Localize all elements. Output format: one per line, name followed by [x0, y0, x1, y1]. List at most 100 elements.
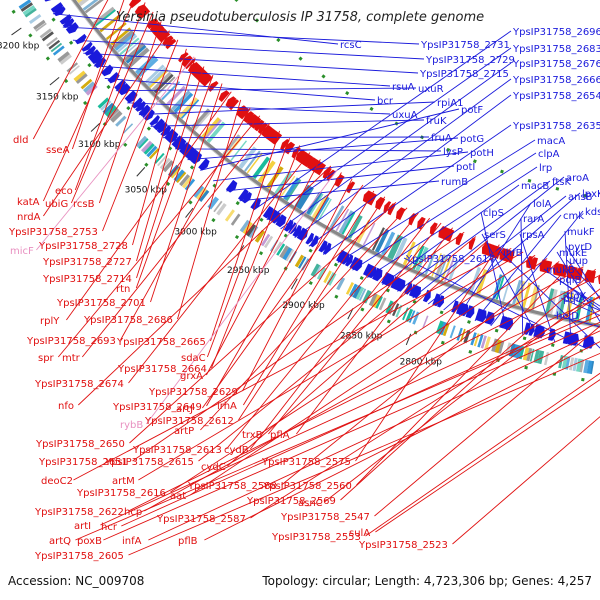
cog-block-outer: [405, 308, 414, 322]
forward-gene-arrow: [53, 6, 66, 17]
gene-label-lola: lolA: [533, 199, 552, 210]
gene-label-ypsip31758-2614: YpsIP31758_2614: [405, 254, 495, 265]
label-leader: [115, 87, 417, 92]
tick-mark: [185, 207, 194, 218]
reverse-gene-arrow: [184, 58, 196, 70]
tick-mark: [136, 167, 146, 177]
cog-block-inner: [495, 275, 505, 300]
cog-block-outer: [422, 315, 429, 329]
cog-block-inner: [238, 146, 257, 169]
forward-gene-arrow: [523, 322, 531, 335]
gene-label-trxb: trxB: [242, 430, 263, 441]
accession-text: Accession: NC_009708: [8, 574, 145, 588]
cog-block-inner: [347, 215, 363, 239]
label-leader: [146, 169, 338, 425]
reverse-gene-arrow: [257, 122, 268, 135]
gene-label-potf: potF: [461, 105, 483, 116]
cog-block-inner: [193, 110, 212, 131]
forward-gene-arrow: [44, 0, 52, 2]
label-leader: [556, 278, 600, 307]
gene-label-sdac: sdaC: [181, 353, 206, 364]
gene-label-rumb: rumB: [441, 177, 468, 188]
cog-block-outer: [484, 336, 491, 350]
tick-label: 2950 kbp: [227, 266, 270, 276]
label-leader: [412, 176, 565, 299]
gene-label-poxb: poxB: [77, 536, 102, 547]
cog-block-inner: [246, 152, 263, 174]
cog-block-outer: [285, 249, 295, 262]
label-leader: [560, 297, 600, 316]
cog-block-inner: [314, 196, 330, 220]
map-title: Yersinia pseudotuberculosis IP 31758, co…: [115, 10, 485, 25]
cog-block-outer: [138, 138, 149, 149]
label-leader: [500, 251, 600, 349]
cog-block-inner: [306, 191, 323, 215]
gene-label-rcsb: rcsB: [73, 199, 95, 210]
label-leader: [103, 321, 600, 541]
label-leader: [128, 274, 600, 512]
cog-block-inner: [119, 37, 140, 56]
gene-label-pfla: pflA: [270, 430, 290, 441]
cog-block-outer: [590, 361, 595, 375]
forward-gene-arrow: [395, 278, 406, 292]
cog-block-outer: [141, 140, 153, 153]
label-leader: [73, 248, 512, 481]
cog-block-outer: [29, 14, 42, 24]
cog-block-outer: [358, 288, 367, 301]
forward-gene-arrow: [292, 224, 302, 237]
label-leader: [227, 240, 488, 467]
tick-label: 3050 kbp: [125, 186, 168, 196]
reverse-gene-arrow: [250, 116, 262, 129]
label-leader: [324, 288, 600, 503]
gene-label-ypsip31758-2676: YpsIP31758_2676: [512, 59, 600, 70]
gene-label-bcr: bcr: [377, 96, 394, 107]
cog-block-outer: [184, 178, 196, 191]
reverse-gene-arrow: [455, 232, 464, 246]
reverse-gene-arrow: [152, 25, 165, 37]
gene-label-lrha: lrhA: [217, 401, 237, 412]
label-leader: [206, 172, 342, 407]
cog-block-inner: [173, 92, 194, 114]
cog-block-outer: [298, 256, 307, 269]
reverse-gene-arrow: [468, 237, 476, 250]
forward-gene-arrow: [288, 222, 298, 235]
cog-block-inner: [311, 195, 328, 219]
label-leader: [239, 180, 440, 202]
cog-block-outer: [224, 209, 235, 222]
cog-block-inner: [387, 234, 402, 259]
cog-block-outer: [73, 70, 87, 83]
tick-mark: [347, 308, 354, 320]
gene-label-ypsip31758-2696: YpsIP31758_2696: [512, 27, 600, 38]
tick-mark: [49, 76, 60, 86]
gene-label-nrda: nrdA: [17, 212, 41, 223]
cog-block-outer: [173, 169, 186, 183]
cog-block-inner: [93, 6, 115, 26]
gene-label-ypsip31758-2727: YpsIP31758_2727: [42, 257, 132, 268]
cog-block-outer: [498, 340, 505, 354]
tick-label: 3150 kbp: [36, 92, 79, 102]
label-leader: [138, 251, 524, 481]
label-leader: [553, 314, 600, 328]
gene-label-cydb: cydB: [224, 445, 249, 456]
cog-block-inner: [171, 90, 191, 111]
cog-block-inner: [112, 29, 134, 49]
label-leader: [81, 123, 271, 358]
label-leader: [136, 57, 196, 262]
gene-label-micf: micF: [10, 246, 34, 257]
gene-label-leaders: [32, 0, 600, 556]
gene-label-lpxk: lpxK: [582, 189, 600, 200]
reverse-gene-arrow: [303, 154, 314, 168]
cog-block-outer: [59, 54, 72, 65]
gene-label-macb: macB: [521, 181, 549, 192]
gene-label-pqia: pqiA: [563, 294, 585, 305]
cog-block-inner: [166, 85, 186, 106]
gene-label-ypsip31758-2650: YpsIP31758_2650: [35, 439, 125, 450]
reverse-gene-arrow: [334, 174, 345, 188]
forward-gene-arrow: [62, 18, 75, 28]
gene-label-rybb: rybB: [120, 420, 143, 431]
cog-block-outer: [162, 160, 174, 173]
label-leader: [148, 330, 600, 541]
cog-block-outer: [239, 219, 251, 233]
forward-gene-arrow: [318, 240, 328, 253]
gene-label-ypsip31758-2651: YpsIP31758_2651: [38, 457, 128, 468]
